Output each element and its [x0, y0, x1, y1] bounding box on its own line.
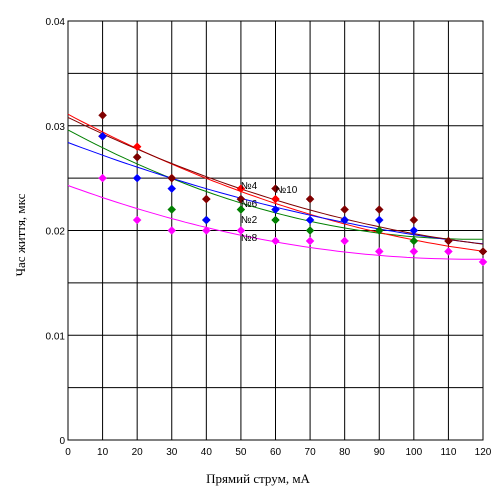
data-point	[340, 205, 350, 214]
data-point	[444, 247, 453, 256]
y-tick-label: 0.03	[46, 122, 66, 133]
data-point	[201, 215, 211, 225]
x-tick-label: 90	[374, 447, 386, 458]
y-axis-title: Час життя, мкс	[13, 193, 28, 276]
data-point	[132, 142, 142, 152]
x-tick-label: 40	[201, 447, 213, 458]
data-point	[478, 247, 488, 256]
series-label: №2	[241, 215, 258, 226]
data-point	[236, 226, 246, 235]
x-tick-label: 80	[339, 447, 351, 458]
data-point	[271, 236, 280, 246]
data-point	[98, 131, 107, 141]
x-tick-labels: 0 10 20 30 40 50 60 70 80 90 100 110 120	[65, 447, 492, 458]
data-point	[374, 215, 384, 225]
series-label: №8	[241, 233, 258, 244]
data-point	[340, 215, 350, 225]
data-point	[271, 194, 280, 204]
x-tick-label: 100	[405, 447, 422, 458]
data-point	[167, 184, 177, 193]
x-tick-label: 60	[270, 447, 282, 458]
x-tick-label: 10	[97, 447, 109, 458]
data-point	[409, 215, 419, 225]
data-point	[132, 215, 142, 225]
data-point	[409, 226, 419, 235]
x-tick-label: 120	[475, 447, 492, 458]
data-point	[374, 247, 384, 256]
data-point	[98, 110, 107, 120]
x-tick-label: 110	[440, 447, 456, 458]
data-point	[409, 236, 419, 246]
y-tick-label: 0.02	[46, 227, 66, 238]
x-axis-title: Прямий струм, мА	[206, 471, 310, 486]
y-tick-label: 0.04	[46, 17, 66, 28]
data-point	[167, 205, 177, 214]
y-tick-labels: 0 0.01 0.02 0.03 0.04	[46, 17, 66, 447]
data-point	[201, 226, 211, 235]
data-points	[98, 110, 488, 267]
x-tick-label: 0	[65, 447, 71, 458]
data-point	[98, 173, 107, 183]
data-point	[305, 226, 315, 235]
x-tick-label: 50	[235, 447, 247, 458]
data-point	[167, 226, 177, 235]
data-point	[236, 184, 246, 193]
series-label: №6	[241, 199, 258, 210]
data-point	[340, 236, 350, 246]
series-label: №4	[241, 181, 258, 192]
data-point	[132, 152, 142, 162]
x-tick-label: 30	[166, 447, 178, 458]
data-point	[374, 226, 384, 235]
x-tick-label: 20	[132, 447, 144, 458]
series-label: №10	[276, 185, 298, 196]
data-point	[271, 205, 280, 214]
data-point	[305, 215, 315, 225]
data-point	[478, 257, 488, 267]
data-point	[271, 215, 280, 225]
plot-frame	[67, 20, 484, 441]
series-labels: №2 №4 №6 №8 №10	[241, 181, 298, 244]
data-point	[305, 194, 315, 204]
y-tick-label: 0	[59, 436, 65, 447]
data-point	[132, 173, 142, 183]
data-point	[305, 236, 315, 246]
data-point	[409, 247, 419, 256]
data-point	[444, 236, 453, 246]
x-tick-label: 70	[305, 447, 317, 458]
data-point	[374, 205, 384, 214]
data-point	[167, 173, 177, 183]
data-point	[236, 194, 246, 204]
data-point	[271, 184, 280, 193]
data-point	[236, 205, 246, 214]
y-tick-label: 0.01	[46, 331, 66, 342]
data-point	[201, 194, 211, 204]
